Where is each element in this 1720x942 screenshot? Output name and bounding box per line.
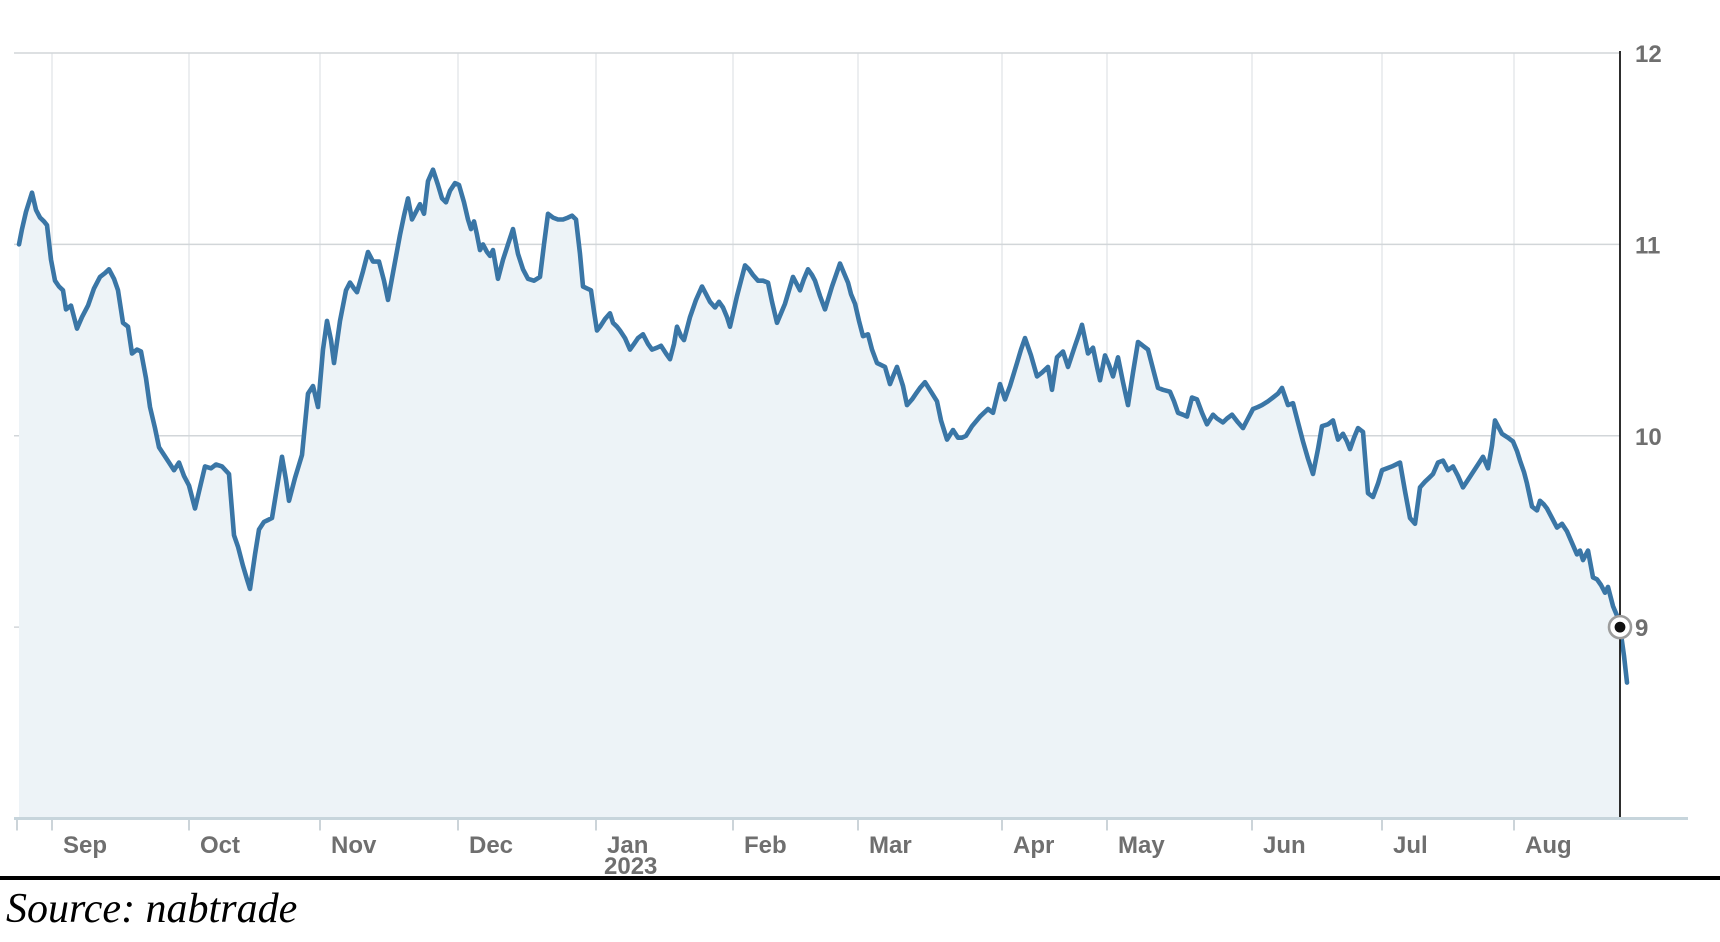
x-axis-label: Feb bbox=[744, 832, 787, 859]
x-axis-label: May bbox=[1118, 832, 1165, 859]
price-chart: Sep Oct Nov Dec Jan 2023 Feb Mar Apr May Jun Jul Aug… bbox=[0, 0, 1720, 876]
y-axis-label: 11 bbox=[1635, 232, 1660, 259]
footer-divider bbox=[0, 876, 1720, 880]
x-axis-label: Oct bbox=[200, 832, 240, 859]
chart-hover-area[interactable] bbox=[14, 53, 1620, 819]
x-axis-label: Apr bbox=[1013, 832, 1054, 859]
y-axis-label: 9 bbox=[1635, 615, 1648, 642]
x-axis-label: Sep bbox=[63, 832, 107, 859]
x-axis-label: Jul bbox=[1393, 832, 1428, 859]
x-axis-ticks bbox=[16, 820, 1515, 831]
x-axis-label: Jun bbox=[1263, 832, 1306, 859]
x-axis-label: Nov bbox=[331, 832, 377, 859]
x-axis-label: Mar bbox=[869, 832, 912, 859]
crosshair-marker[interactable] bbox=[1607, 614, 1633, 640]
x-axis-label: Jan bbox=[607, 832, 648, 859]
source-note: Source: nabtrade bbox=[6, 886, 298, 932]
marker-dot bbox=[1614, 621, 1626, 633]
area-fill bbox=[19, 169, 1620, 819]
x-axis-label: Dec bbox=[469, 832, 513, 859]
y-axis-labels: 12 11 10 9 bbox=[1635, 41, 1662, 642]
price-line bbox=[16, 167, 1630, 685]
x-axis-sublabel-year: 2023 bbox=[604, 853, 657, 876]
y-axis-label: 12 bbox=[1635, 41, 1662, 68]
x-axis-label: Aug bbox=[1525, 832, 1572, 859]
y-axis-label: 10 bbox=[1635, 424, 1662, 451]
